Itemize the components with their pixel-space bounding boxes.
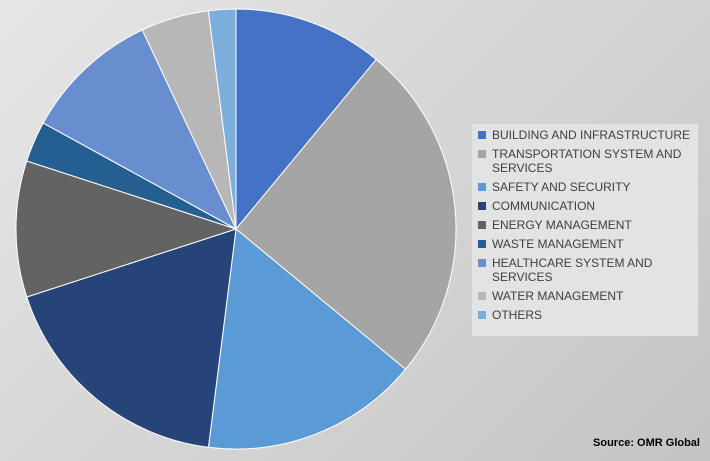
pie-slice: [207, 8, 237, 230]
pie-slice: [235, 58, 457, 370]
legend: BUILDING AND INFRASTRUCTURE TRANSPORTATIO…: [472, 124, 698, 336]
legend-swatch: [478, 221, 486, 229]
legend-label: WATER MANAGEMENT: [492, 289, 624, 303]
legend-swatch: [478, 202, 486, 210]
pie-slice: [42, 29, 238, 231]
legend-label: TRANSPORTATION SYSTEM AND SERVICES: [492, 147, 682, 175]
legend-label: OTHERS: [492, 308, 543, 322]
legend-item: OTHERS: [478, 308, 692, 322]
legend-label: WASTE MANAGEMENT: [492, 237, 624, 251]
legend-item: ENERGY MANAGEMENT: [478, 218, 692, 232]
source-note: Source: OMR Global: [593, 437, 700, 449]
legend-swatch: [478, 292, 486, 300]
pie-slice: [235, 8, 377, 231]
pie-area: [15, 8, 457, 450]
legend-label: ENERGY MANAGEMENT: [492, 218, 632, 232]
legend-item: COMMUNICATION: [478, 199, 692, 213]
legend-swatch: [478, 131, 486, 139]
legend-swatch: [478, 311, 486, 319]
legend-swatch: [478, 183, 486, 191]
legend-label: SAFETY AND SECURITY: [492, 180, 631, 194]
pie-slice: [15, 160, 238, 298]
legend-label: BUILDING AND INFRASTRUCTURE: [492, 128, 691, 142]
legend-item: SAFETY AND SECURITY: [478, 180, 692, 194]
legend-item: WASTE MANAGEMENT: [478, 237, 692, 251]
legend-swatch: [478, 259, 486, 267]
legend-swatch: [478, 240, 486, 248]
legend-item: TRANSPORTATION SYSTEM AND SERVICES: [478, 147, 692, 175]
legend-item: BUILDING AND INFRASTRUCTURE: [478, 128, 692, 142]
pie-slice: [207, 228, 407, 450]
legend-label: HEALTHCARE SYSTEM AND SERVICES: [492, 256, 653, 284]
legend-label: COMMUNICATION: [492, 199, 596, 213]
legend-swatch: [478, 150, 486, 158]
legend-item: HEALTHCARE SYSTEM AND SERVICES: [478, 256, 692, 284]
pie-slice: [26, 228, 237, 448]
legend-item: WATER MANAGEMENT: [478, 289, 692, 303]
